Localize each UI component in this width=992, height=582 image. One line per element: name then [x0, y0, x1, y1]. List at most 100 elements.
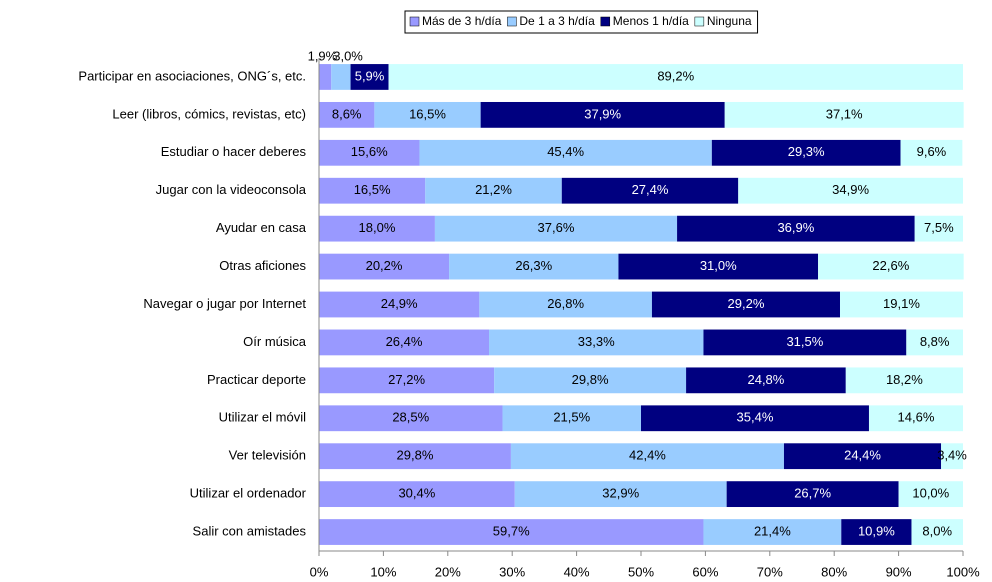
- value-label: 29,8%: [397, 448, 434, 463]
- value-label: 5,9%: [355, 68, 385, 83]
- value-label: 8,8%: [920, 334, 950, 349]
- category-label: Otras aficiones: [219, 258, 306, 273]
- bar-segment: [651, 291, 840, 318]
- value-label: 37,6%: [538, 220, 575, 235]
- category-label: Utilizar el móvil: [219, 410, 307, 425]
- bar-segment: [839, 291, 963, 318]
- category-label: Leer (libros, cómics, revistas, etc): [112, 106, 306, 121]
- x-tick-label: 50%: [628, 564, 654, 579]
- value-label: 30,4%: [398, 486, 435, 501]
- bar-segment: [677, 215, 915, 242]
- x-tick-label: 10%: [370, 564, 396, 579]
- bar-segment: [510, 443, 784, 470]
- bar-segment: [489, 329, 704, 356]
- bar-segment: [425, 177, 562, 204]
- bar-segment: [783, 443, 942, 470]
- category-label: Navegar o jugar por Internet: [143, 296, 306, 311]
- bar-segment: [449, 253, 619, 280]
- x-tick-label: 100%: [946, 564, 980, 579]
- value-label: 19,1%: [883, 296, 920, 311]
- value-label: 35,4%: [737, 410, 774, 425]
- bar-segment: [494, 367, 687, 394]
- legend-swatch: [600, 16, 611, 27]
- bar-segment: [319, 253, 450, 280]
- bar-segment: [914, 215, 963, 242]
- category-label: Ver televisión: [229, 448, 306, 463]
- category-label: Utilizar el ordenador: [190, 486, 307, 501]
- legend-frame: [404, 10, 759, 34]
- x-tick-label: 70%: [757, 564, 783, 579]
- bar-segment: [419, 139, 712, 166]
- bar-segment: [818, 253, 964, 280]
- value-label: 27,2%: [388, 372, 425, 387]
- category-label: Oír música: [243, 334, 307, 349]
- legend-label: De 1 a 3 h/día: [519, 14, 595, 28]
- bar-segment: [941, 443, 963, 470]
- category-label: Participar en asociaciones, ONG´s, etc.: [78, 68, 306, 83]
- bar-segment: [711, 139, 901, 166]
- value-label: 32,9%: [602, 486, 639, 501]
- bar-segment: [738, 177, 963, 204]
- bar-segment: [898, 481, 963, 508]
- value-label: 29,2%: [728, 296, 765, 311]
- bar-segment: [434, 215, 678, 242]
- value-label: 27,4%: [632, 182, 669, 197]
- value-label: 34,9%: [832, 182, 869, 197]
- bar-segment: [900, 139, 963, 166]
- value-label: 59,7%: [493, 523, 530, 538]
- bar-segment: [319, 139, 420, 166]
- value-label: 24,9%: [381, 296, 418, 311]
- bar-segment: [618, 253, 819, 280]
- legend-swatch: [507, 16, 517, 27]
- value-label: 8,6%: [332, 106, 362, 121]
- value-label: 10,9%: [858, 523, 895, 538]
- bar-segment: [641, 405, 869, 432]
- bar-segment: [319, 519, 704, 545]
- x-tick-label: 40%: [564, 564, 590, 579]
- value-label: 15,6%: [351, 144, 388, 159]
- value-label: 89,2%: [657, 68, 694, 83]
- value-label: 45,4%: [547, 144, 584, 159]
- bar-segment: [480, 101, 725, 128]
- bar-segment: [841, 519, 912, 545]
- value-label: 29,8%: [572, 372, 609, 387]
- bar-segment: [514, 481, 727, 508]
- bar-segment: [479, 291, 652, 318]
- value-label: 18,0%: [359, 220, 396, 235]
- value-label: 16,5%: [409, 106, 446, 121]
- value-label: 21,2%: [475, 182, 512, 197]
- value-label: 26,4%: [386, 334, 423, 349]
- value-label: 10,0%: [912, 486, 949, 501]
- bar-segment: [319, 64, 332, 90]
- x-tick-label: 30%: [499, 564, 525, 579]
- category-label: Practicar deporte: [207, 372, 306, 387]
- value-label: 26,3%: [515, 258, 552, 273]
- legend-swatch: [694, 16, 705, 27]
- value-label: 20,2%: [366, 258, 403, 273]
- legend-label: Ninguna: [707, 14, 752, 28]
- bar-segment: [686, 367, 846, 394]
- value-label: 33,3%: [578, 334, 615, 349]
- value-label: 28,5%: [392, 410, 429, 425]
- bar-segment: [319, 367, 495, 394]
- value-label: 22,6%: [872, 258, 909, 273]
- bar-segment: [319, 481, 515, 508]
- value-label: 24,8%: [747, 372, 784, 387]
- x-tick-label: 0%: [310, 564, 329, 579]
- value-label: 37,1%: [826, 106, 863, 121]
- x-tick-label: 60%: [692, 564, 718, 579]
- bar-segment: [911, 519, 963, 545]
- legend-label: Más de 3 h/día: [422, 14, 502, 28]
- value-label: 16,5%: [354, 182, 391, 197]
- x-tick-label: 80%: [821, 564, 847, 579]
- value-label: 9,6%: [917, 144, 947, 159]
- bar-segment: [703, 519, 842, 545]
- value-label: 42,4%: [629, 448, 666, 463]
- bar-segment: [319, 405, 503, 432]
- bar-segment: [724, 101, 964, 128]
- bar-segment: [845, 367, 963, 394]
- value-label: 36,9%: [777, 220, 814, 235]
- value-label: 3,4%: [937, 448, 967, 463]
- bar-segment: [350, 64, 389, 90]
